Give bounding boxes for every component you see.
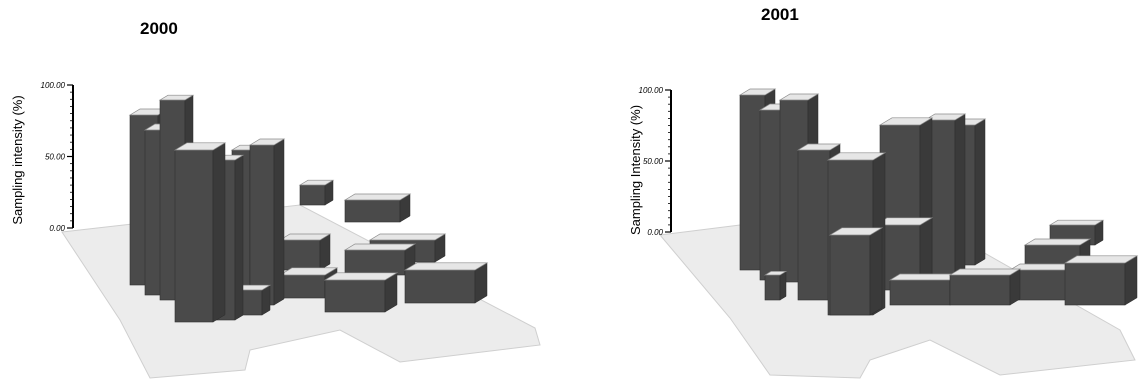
- chart-title: 2000: [140, 19, 178, 38]
- bar-top-face: [1023, 238, 1092, 246]
- bar-front-face: [1064, 262, 1126, 306]
- bar-top-face: [173, 142, 227, 151]
- bar-top-face: [278, 267, 339, 276]
- bar-top-face: [828, 227, 884, 236]
- bar-front-face: [829, 234, 871, 316]
- bar-top-face: [323, 272, 399, 281]
- bar-top-face: [248, 138, 286, 146]
- bar-front-face: [279, 274, 326, 299]
- bar-top-face: [343, 243, 417, 251]
- bar-top-face: [403, 262, 489, 271]
- bar-front-face: [404, 269, 476, 304]
- bar-front-face: [797, 149, 831, 301]
- bar-front-face: [174, 149, 214, 323]
- bar-top-face: [738, 88, 777, 96]
- bar-side-face: [954, 113, 966, 281]
- bar-top-face: [1063, 255, 1139, 264]
- bar-top-face: [278, 233, 332, 241]
- bar-side-face: [212, 142, 226, 323]
- bar-top-face: [1048, 219, 1105, 226]
- y-tick-label: 50.00: [45, 153, 66, 162]
- bar-front-face: [344, 199, 401, 223]
- bar-top-face: [158, 94, 195, 101]
- y-tick-label: 100.00: [639, 86, 664, 95]
- bar-front-face: [764, 274, 781, 301]
- y-axis-label: Sampling intensity (%): [10, 95, 25, 224]
- bar-side-face: [234, 154, 244, 321]
- bar-top-face: [948, 268, 1022, 276]
- bar-front-face: [344, 249, 406, 276]
- bar-top-face: [778, 93, 820, 101]
- bar-top-face: [878, 117, 934, 126]
- y-tick-label: 0.00: [647, 228, 663, 237]
- chart-panel-2001: 2001 0.00 50.00 100.00 Sampling Intensity (…: [570, 0, 1139, 380]
- bar-side-face: [974, 118, 986, 266]
- bar-side-face: [273, 138, 285, 306]
- bar-side-face: [869, 227, 883, 316]
- bar-top-face: [763, 271, 788, 276]
- bar-front-face: [299, 184, 326, 206]
- bar-top-face: [343, 193, 412, 201]
- bar3d-chart-2000: 0.00 50.00 100.00 Sampling intensity (%): [10, 81, 541, 379]
- chart-title: 2001: [761, 5, 799, 24]
- bar-front-face: [324, 279, 386, 313]
- bar-top-face: [796, 143, 842, 151]
- bar-front-face: [249, 144, 275, 306]
- bar-front-face: [279, 239, 321, 271]
- bar-top-face: [368, 233, 447, 241]
- bar-top-face: [298, 179, 335, 186]
- bar-top-face: [923, 113, 967, 121]
- bar-top-face: [826, 152, 887, 161]
- bar-side-face: [779, 270, 787, 301]
- y-tick-label: 100.00: [41, 81, 66, 90]
- y-axis-label: Sampling Intensity (%): [628, 105, 643, 235]
- bar3d-chart-2001: 0.00 50.00 100.00 Sampling Intensity (%): [628, 86, 1139, 379]
- y-tick-label: 0.00: [49, 224, 65, 233]
- chart-panel-2000: 2000 0.00 50.00 100.00 Sampling intensity (…: [0, 0, 560, 380]
- y-tick-label: 50.00: [643, 157, 664, 166]
- bar-side-face: [1124, 255, 1138, 306]
- bar-front-face: [889, 279, 951, 306]
- bar-front-face: [949, 274, 1011, 306]
